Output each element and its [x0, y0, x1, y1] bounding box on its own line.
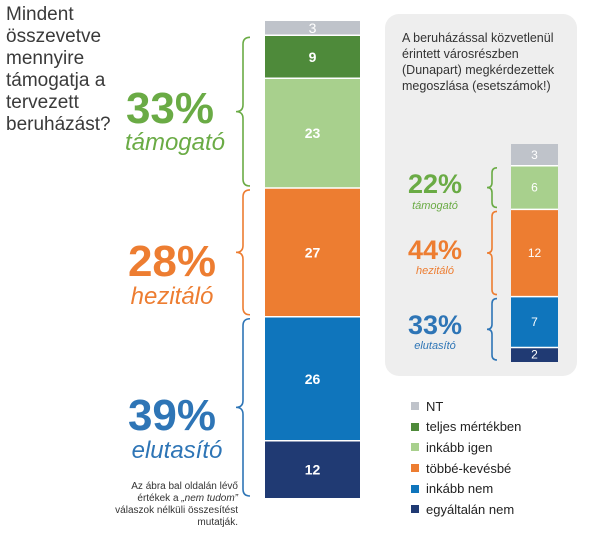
legend-label: többé-kevésbé	[426, 460, 512, 476]
bar-value-label: 3	[309, 20, 317, 36]
legend-item: inkább nem	[411, 478, 521, 499]
hesitant-brace	[235, 189, 251, 316]
footnote-line-2: értékek a „nem tudom”	[110, 493, 238, 505]
legend-label: teljes mértékben	[426, 419, 522, 435]
legend-swatch	[411, 402, 419, 411]
bar-segment-main-5	[265, 440, 360, 498]
bar-segment-inset-3	[511, 209, 558, 297]
bar-segment-inset-5	[511, 347, 558, 362]
bar-segment-main-4	[265, 316, 360, 441]
legend-swatch	[411, 443, 419, 452]
bar-segment-main-0	[265, 21, 360, 36]
legend-item: teljes mértékben	[411, 417, 521, 438]
legend-item: NT	[411, 396, 521, 417]
bar-segment-inset-4	[511, 296, 558, 348]
legend-label: inkább igen	[426, 439, 493, 455]
inset-support-percent: 22%	[407, 169, 463, 199]
support-label: támogató	[124, 129, 226, 156]
legend-swatch	[411, 505, 419, 514]
inset-hesitant-percent: 44%	[407, 235, 463, 265]
bar-segment-main-3	[265, 187, 360, 317]
footnote-line-2-text: értékek a	[137, 493, 182, 504]
bar-value-label: 9	[309, 49, 317, 65]
bar-segment-main-1	[265, 35, 360, 79]
footnote-emphasis: „nem tudom”	[181, 493, 238, 504]
legend: NT teljes mértékben inkább igen többé-kevés…	[411, 396, 521, 520]
inset-reject-label: elutasító	[414, 340, 456, 352]
legend-label: NT	[426, 398, 444, 414]
legend-label: inkább nem	[426, 481, 494, 497]
footnote: Az ábra bal oldalán lévő értékek a „nem …	[110, 481, 238, 529]
bar-value-label: 12	[528, 246, 542, 260]
bar-value-label: 27	[305, 244, 321, 260]
bar-value-label: 7	[531, 315, 538, 329]
inset-hesitant-brace	[486, 210, 498, 296]
inset-support-label: támogató	[412, 200, 458, 212]
inset-reject-brace	[486, 297, 498, 361]
bar-segment-inset-0	[511, 144, 558, 166]
bar-value-label: 2	[531, 348, 538, 362]
bar-value-label: 23	[305, 125, 321, 141]
inset-support-brace	[486, 167, 498, 209]
footnote-line-1: Az ábra bal oldalán lévő	[131, 481, 238, 492]
support-percent: 33%	[125, 84, 215, 133]
bar-segment-inset-2	[511, 165, 558, 210]
legend-swatch	[411, 464, 419, 473]
bar-value-label: 26	[305, 371, 321, 387]
footnote-line-4: mutatják.	[197, 517, 238, 528]
legend-label: egyáltalán nem	[426, 501, 515, 517]
inset-title: A beruházással közvetlenül érintett váro…	[402, 31, 555, 93]
legend-item: többé-kevésbé	[411, 458, 521, 479]
reject-brace	[235, 317, 251, 497]
bar-value-label: 3	[531, 148, 538, 162]
reject-percent: 39%	[127, 391, 217, 440]
hesitant-label: hezitáló	[130, 283, 214, 310]
inset-hesitant-label: hezitáló	[416, 265, 454, 277]
legend-item: inkább igen	[411, 437, 521, 458]
bar-segment-main-2	[265, 78, 360, 188]
legend-swatch	[411, 422, 419, 431]
footnote-line-3: válaszok nélküli összesítést	[115, 505, 238, 516]
reject-label: elutasító	[131, 437, 223, 464]
hesitant-percent: 28%	[127, 237, 217, 286]
legend-item: egyáltalán nem	[411, 499, 521, 520]
legend-swatch	[411, 484, 419, 493]
bar-value-label: 6	[531, 181, 538, 195]
support-brace	[235, 36, 251, 187]
legend-list: NT teljes mértékben inkább igen többé-kevés…	[411, 396, 521, 520]
inset-reject-percent: 33%	[407, 310, 463, 340]
bar-value-label: 12	[305, 461, 321, 477]
question-title: Mindent összevetve mennyire támogatja a …	[6, 4, 111, 135]
